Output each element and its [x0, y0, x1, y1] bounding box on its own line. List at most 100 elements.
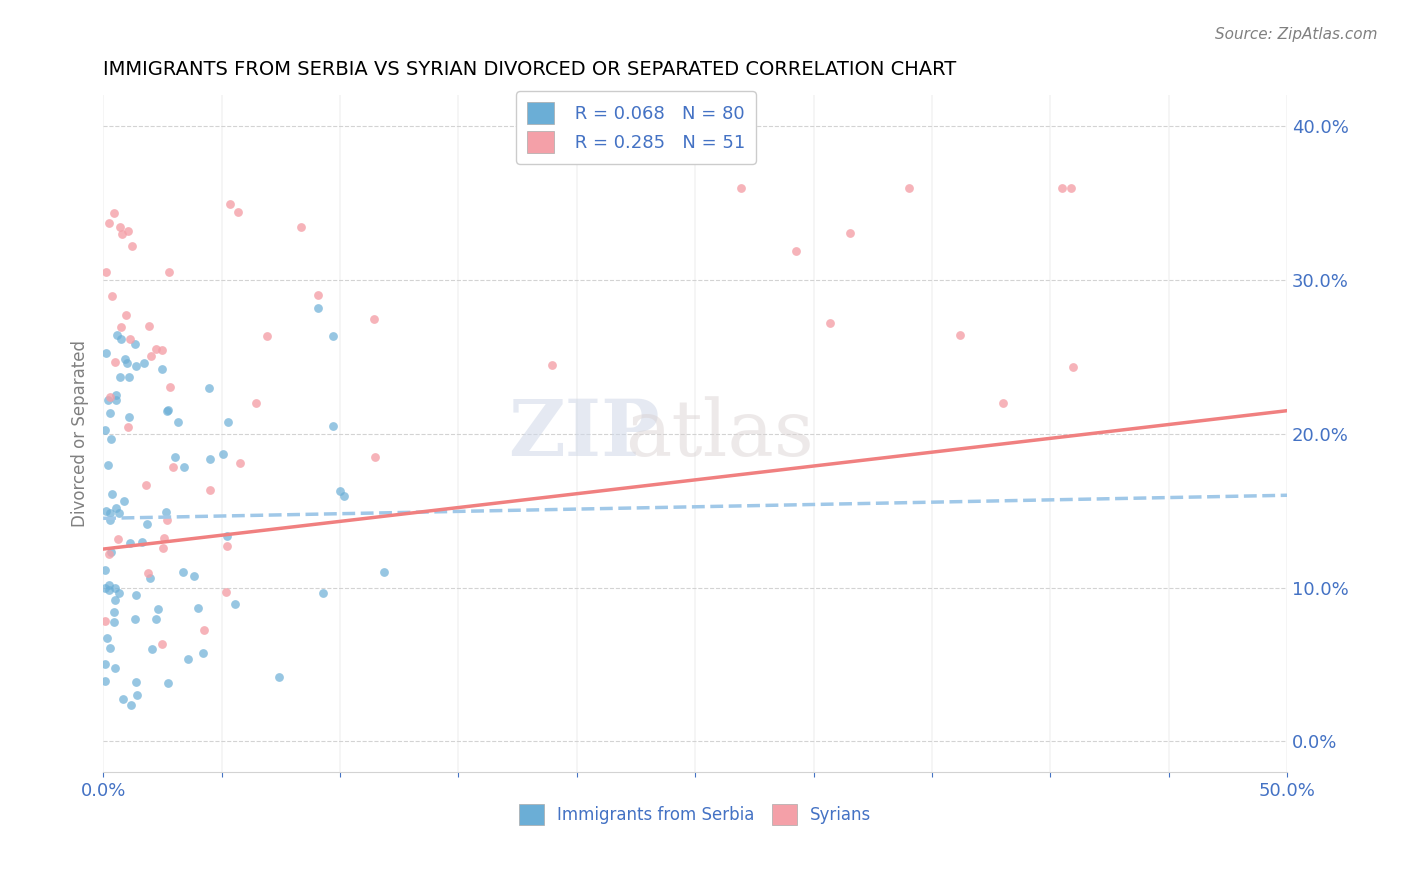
Point: [145, 342, 167, 356]
Point: [256, 329, 278, 343]
Point: [157, 676, 180, 690]
Point: [125, 688, 148, 702]
Point: [121, 239, 143, 253]
Point: [112, 691, 135, 706]
Point: [135, 517, 157, 532]
Point: [173, 460, 195, 475]
Text: ZIP: ZIP: [508, 396, 659, 472]
Point: [107, 532, 129, 546]
Point: [117, 224, 139, 238]
Point: [135, 478, 157, 492]
Point: [94, 265, 117, 279]
Point: [226, 205, 249, 219]
Point: [219, 196, 242, 211]
Point: [139, 571, 162, 585]
Point: [98, 578, 121, 592]
Point: [139, 349, 162, 363]
Point: [100, 545, 122, 559]
Point: [1050, 180, 1073, 194]
Point: [110, 332, 132, 346]
Point: [159, 380, 181, 394]
Point: [103, 606, 125, 620]
Point: [145, 612, 167, 626]
Point: [150, 362, 173, 376]
Point: [117, 356, 139, 370]
Point: [197, 381, 219, 395]
Point: [991, 396, 1014, 410]
Point: [152, 541, 174, 555]
Point: [98, 390, 121, 404]
Point: [172, 565, 194, 579]
Point: [177, 651, 200, 665]
Point: [94, 581, 117, 595]
Point: [322, 419, 344, 434]
Point: [100, 487, 122, 501]
Text: atlas: atlas: [624, 396, 814, 472]
Point: [100, 433, 122, 447]
Point: [114, 352, 136, 367]
Point: [105, 393, 128, 408]
Point: [1060, 180, 1083, 194]
Point: [132, 356, 155, 370]
Point: [146, 601, 169, 615]
Point: [98, 583, 121, 598]
Point: [94, 657, 117, 672]
Text: Source: ZipAtlas.com: Source: ZipAtlas.com: [1215, 27, 1378, 42]
Point: [167, 415, 190, 429]
Point: [156, 513, 179, 527]
Point: [94, 423, 117, 437]
Point: [217, 416, 239, 430]
Point: [118, 410, 141, 425]
Point: [162, 460, 184, 475]
Point: [157, 403, 180, 417]
Point: [141, 642, 163, 657]
Point: [183, 569, 205, 583]
Point: [97, 392, 120, 407]
Point: [125, 589, 148, 603]
Point: [104, 661, 127, 675]
Point: [193, 624, 215, 638]
Point: [949, 327, 972, 342]
Point: [104, 355, 127, 369]
Point: [186, 601, 208, 615]
Point: [98, 406, 121, 420]
Point: [730, 180, 752, 194]
Point: [115, 308, 138, 322]
Point: [191, 646, 214, 660]
Point: [98, 513, 121, 527]
Point: [103, 206, 125, 220]
Point: [211, 447, 233, 461]
Point: [818, 316, 841, 330]
Point: [198, 483, 221, 498]
Point: [107, 586, 129, 600]
Point: [125, 359, 148, 373]
Point: [104, 582, 127, 596]
Point: [94, 346, 117, 360]
Point: [105, 501, 128, 516]
Point: [332, 489, 354, 503]
Point: [96, 632, 118, 646]
Point: [131, 535, 153, 549]
Point: [124, 675, 146, 690]
Point: [898, 180, 921, 194]
Point: [94, 614, 117, 628]
Point: [217, 529, 239, 543]
Point: [117, 420, 139, 434]
Point: [108, 219, 131, 234]
Point: [217, 539, 239, 553]
Point: [97, 547, 120, 561]
Point: [267, 670, 290, 684]
Point: [290, 219, 312, 234]
Point: [155, 404, 177, 418]
Point: [322, 328, 344, 343]
Point: [112, 494, 135, 508]
Point: [373, 565, 395, 579]
Point: [159, 265, 181, 279]
Point: [97, 216, 120, 230]
Point: [98, 640, 121, 655]
Point: [155, 505, 177, 519]
Point: [152, 637, 174, 651]
Point: [120, 332, 142, 346]
Text: IMMIGRANTS FROM SERBIA VS SYRIAN DIVORCED OR SEPARATED CORRELATION CHART: IMMIGRANTS FROM SERBIA VS SYRIAN DIVORCE…: [103, 60, 956, 78]
Point: [163, 450, 186, 465]
